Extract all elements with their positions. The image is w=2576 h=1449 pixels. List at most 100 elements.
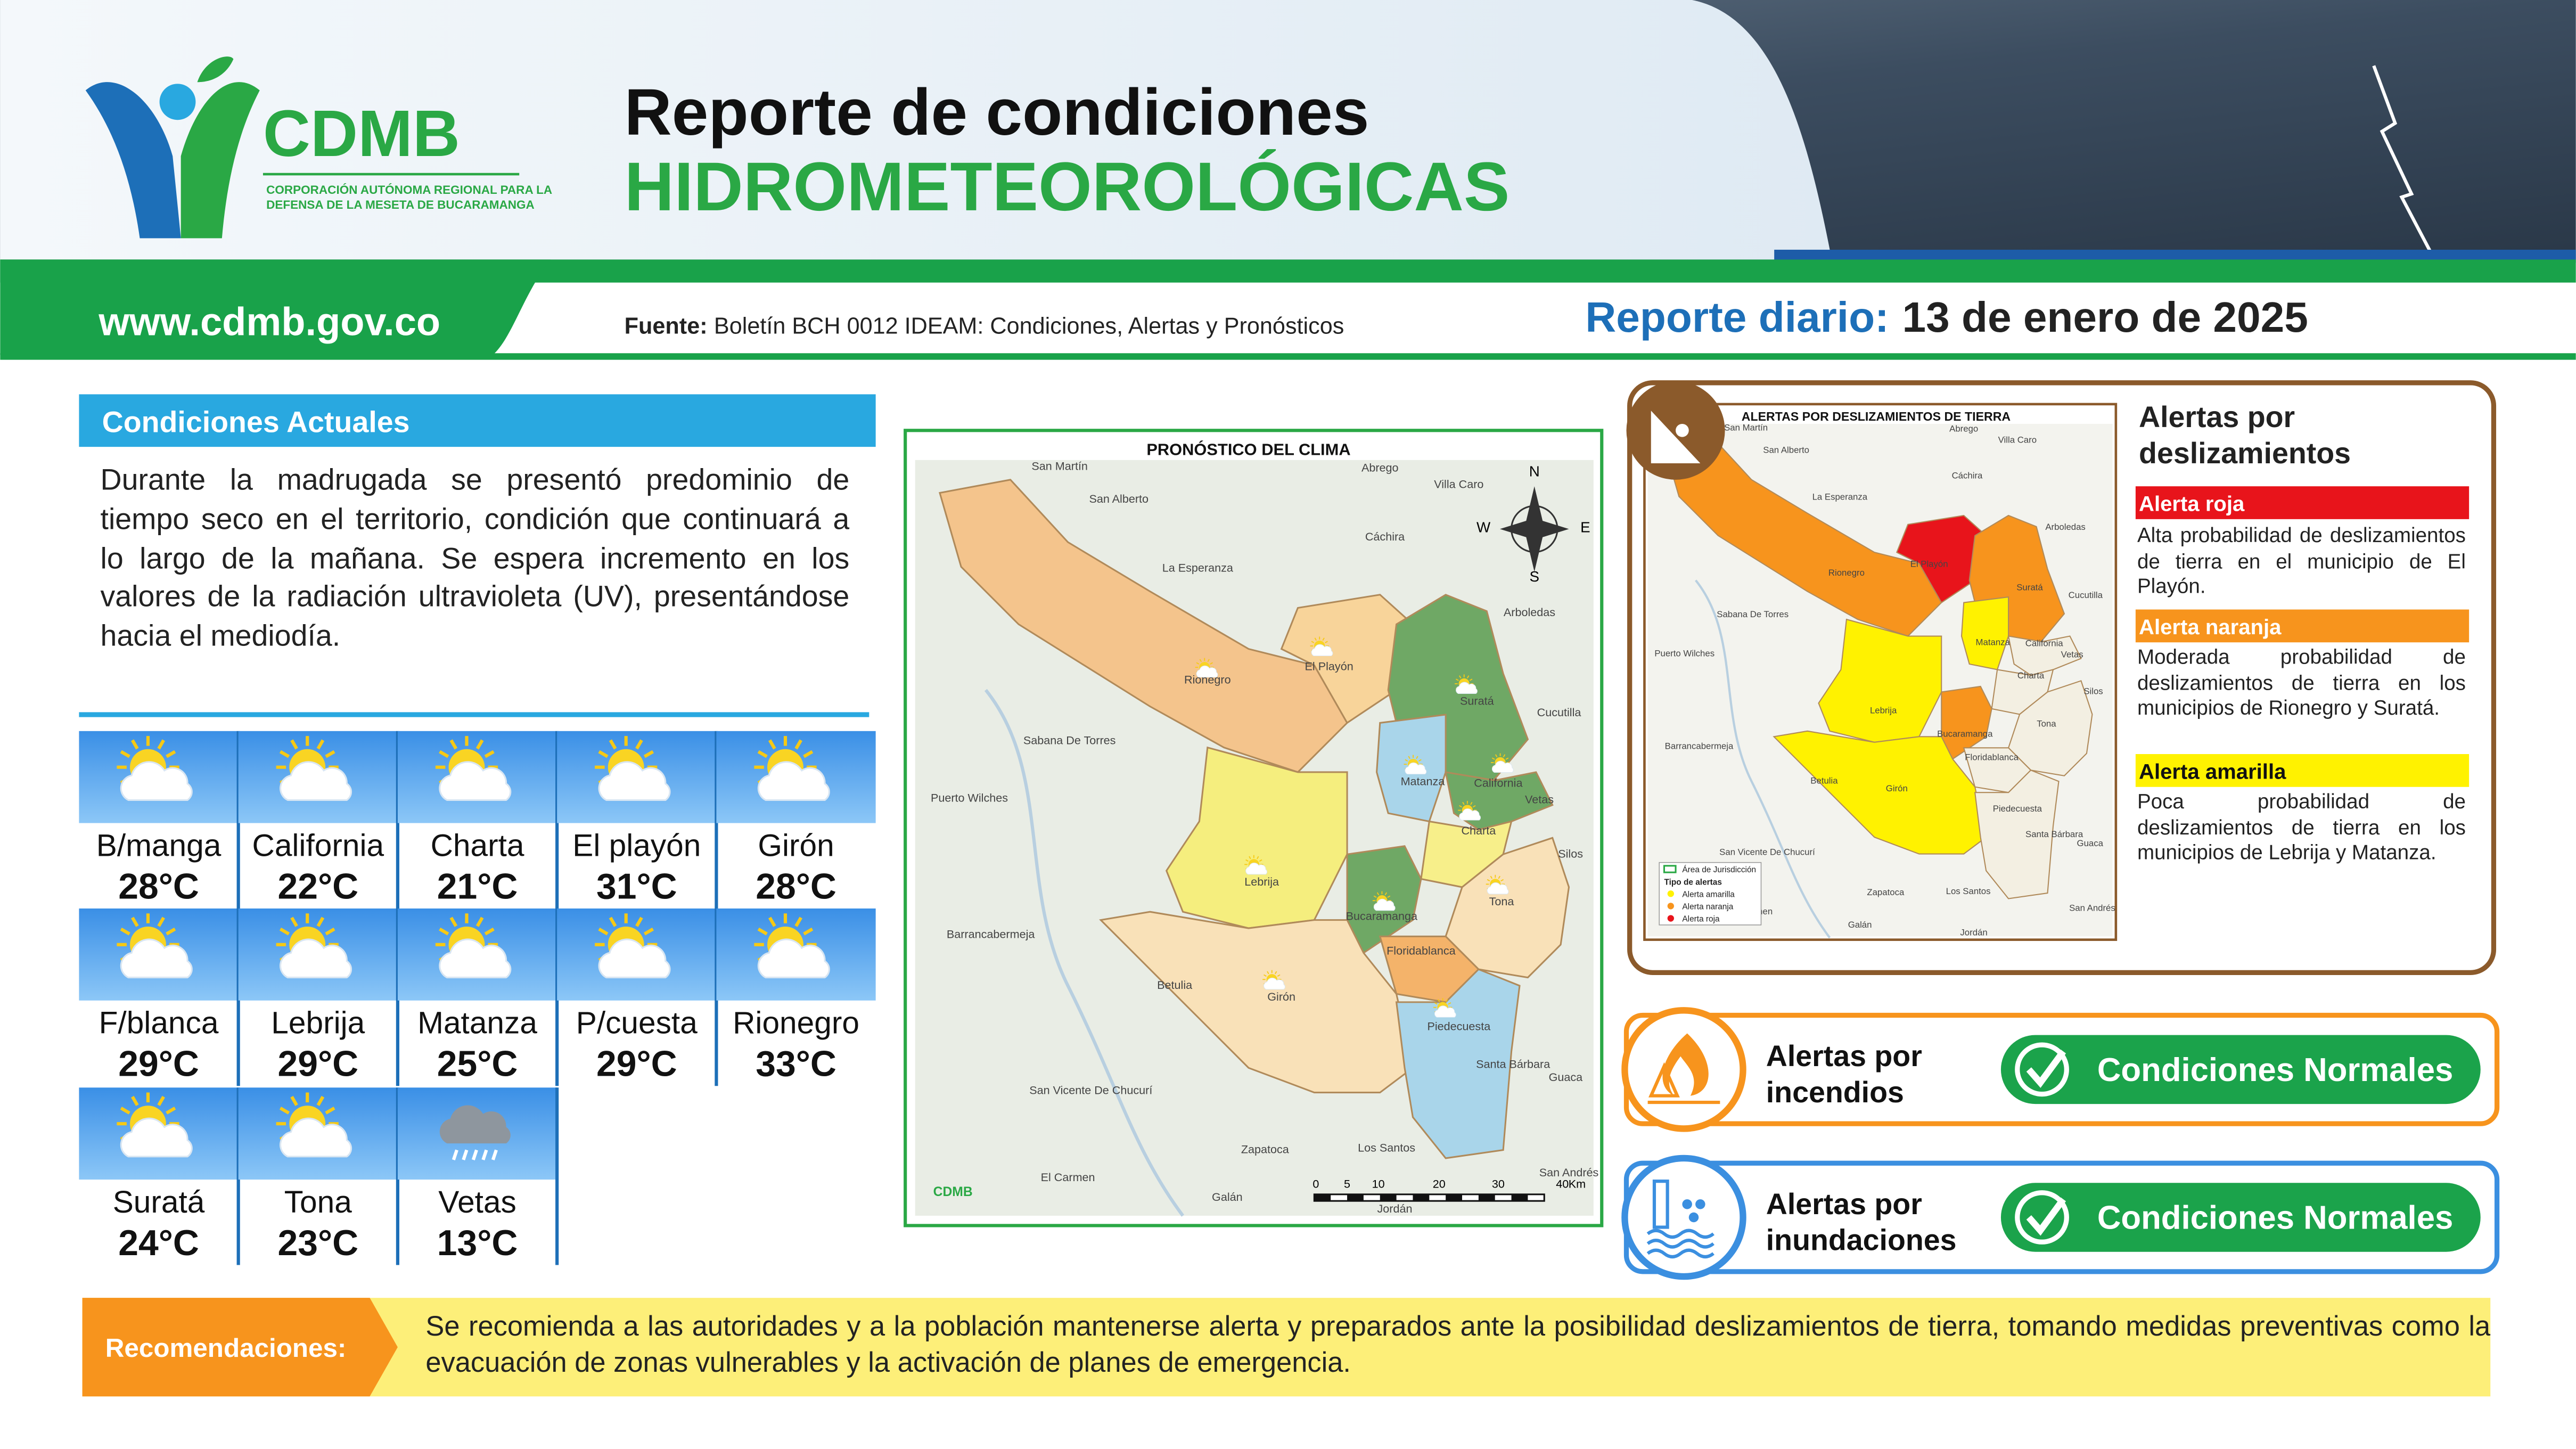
- place-label: Floridablanca: [1387, 944, 1456, 957]
- scale-label: 5: [1344, 1177, 1350, 1190]
- sun-ray: [316, 1095, 325, 1106]
- alert-bar: [2135, 486, 2470, 519]
- conditions-box: Durante la madrugada se presentó predomi…: [100, 463, 850, 653]
- landslide-map: San Martín San Alberto Abrego Villa Caro Các…: [1654, 423, 2115, 939]
- sun-ray: [1267, 971, 1269, 975]
- sun-ray: [1466, 675, 1470, 679]
- sun-ray: [1505, 757, 1509, 760]
- check-ring: [2015, 1042, 2069, 1097]
- cloud: [598, 761, 671, 801]
- place-label: San Vicente De Chucurí: [1029, 1084, 1152, 1097]
- place-label: Cucutilla: [1537, 706, 1581, 719]
- place-label: Sabana De Torres: [1717, 609, 1789, 619]
- conditions-text: Durante la madrugada se presentó predomi…: [100, 463, 850, 653]
- sun-ray: [609, 916, 617, 927]
- wave-icon: [1646, 1229, 1714, 1239]
- place-label: Suratá: [1460, 694, 1494, 707]
- municipality: [1773, 730, 1987, 855]
- scale-label: 20: [1433, 1177, 1446, 1190]
- status: Condiciones Normales: [2097, 1200, 2453, 1237]
- logo-shape: [85, 82, 181, 239]
- place-label: Puerto Wilches: [1654, 648, 1714, 658]
- gauge-icon: [1652, 1180, 1669, 1229]
- place-label: Abrego: [1949, 424, 1978, 434]
- place-label: Galán: [1848, 920, 1872, 930]
- rain-drop: [471, 1149, 478, 1161]
- municipality: [1974, 769, 2060, 899]
- sun-ray: [1314, 637, 1317, 641]
- forecast-icon: [1244, 855, 1267, 875]
- alert-level: Alerta roja: [2139, 492, 2245, 515]
- url-box: [0, 259, 551, 355]
- sun-ray: [1196, 662, 1200, 665]
- sun-ray: [1405, 759, 1408, 762]
- place-label: Charta: [2017, 670, 2045, 681]
- stripe: [0, 353, 2576, 360]
- sun-ray: [1456, 678, 1459, 681]
- rain-drop: [462, 1149, 469, 1161]
- cloud: [1487, 882, 1509, 895]
- sun-ray: [1325, 641, 1328, 643]
- header-light: [0, 0, 1832, 260]
- temperature: 21°C: [437, 867, 518, 907]
- alert-text-box: Moderada probabilidad de deslizamientos …: [2137, 645, 2466, 719]
- city: Tona: [284, 1185, 352, 1219]
- place-label: Sabana De Torres: [1023, 734, 1116, 747]
- source-label: Fuente:: [625, 313, 708, 339]
- landslide-geo: San Martín San Alberto Abrego Villa Caro Các…: [1654, 423, 2115, 939]
- place-label: Tona: [2037, 718, 2056, 728]
- place-label: Silos: [2083, 686, 2103, 697]
- municipality: [2007, 635, 2082, 676]
- drop-icon: [1682, 1199, 1692, 1209]
- forecast-icon: [1195, 658, 1218, 678]
- report-label: Reporte diario:: [1585, 293, 1889, 341]
- sun-ray: [1448, 1002, 1451, 1005]
- place-label: Villa Caro: [1434, 477, 1483, 490]
- temperature: 29°C: [277, 1044, 358, 1084]
- municipality: [1395, 968, 1521, 1159]
- alert-bar: [2135, 609, 2470, 643]
- place-label: Zapatoca: [1867, 887, 1905, 897]
- cloud: [120, 761, 193, 801]
- place-label: El Carmen: [1041, 1170, 1095, 1184]
- temperature: 22°C: [277, 867, 358, 907]
- place-label: Cáchira: [1365, 530, 1405, 543]
- alert-title: Alertas por: [1766, 1039, 1922, 1073]
- forecast-icon: [1372, 891, 1396, 911]
- sun-ray: [1445, 999, 1448, 1002]
- sun-ray: [1322, 637, 1325, 641]
- scale-label: Km: [1569, 1177, 1586, 1190]
- sun-ray: [449, 916, 458, 927]
- sun-ray: [316, 739, 325, 750]
- temperature: 28°C: [756, 867, 836, 907]
- logo-subtitle: CORPORACIÓN AUTÓNOMA REGIONAL PARA LA: [266, 183, 552, 197]
- sun-ray: [757, 927, 768, 936]
- sun-ray: [316, 916, 325, 927]
- alert-text-box: Alta probabilidad de deslizamientos de t…: [2137, 524, 2466, 598]
- sun-ray: [475, 916, 484, 927]
- place-label: Betulia: [1810, 775, 1838, 785]
- sun-ray: [1387, 895, 1391, 898]
- sun-ray: [1500, 879, 1504, 882]
- place-label: Tona: [1489, 895, 1514, 908]
- report-date: Reporte diario: 13 de enero de 2025: [1585, 293, 2308, 341]
- place-label: San Alberto: [1763, 445, 1809, 455]
- compass-label: W: [1476, 519, 1491, 536]
- sun-ray: [1472, 805, 1476, 808]
- temperature: 31°C: [596, 867, 677, 907]
- city: Girón: [758, 828, 834, 863]
- lightning: [2372, 65, 2436, 260]
- recommendations-bg: [82, 1298, 2491, 1397]
- sun-ray: [635, 916, 643, 927]
- sun-ray: [1490, 875, 1493, 879]
- recommendations-label: Recomendaciones:: [105, 1333, 347, 1363]
- cloud: [280, 938, 352, 979]
- place-label: Girón: [1267, 990, 1295, 1003]
- place-label: Piedecuesta: [1427, 1019, 1490, 1033]
- sun-ray: [120, 1107, 130, 1115]
- compass-label: S: [1529, 568, 1539, 585]
- sun-ray: [794, 739, 802, 750]
- city: Charta: [431, 828, 524, 863]
- compass-rose: [1499, 486, 1569, 572]
- sun-ray: [1264, 974, 1267, 977]
